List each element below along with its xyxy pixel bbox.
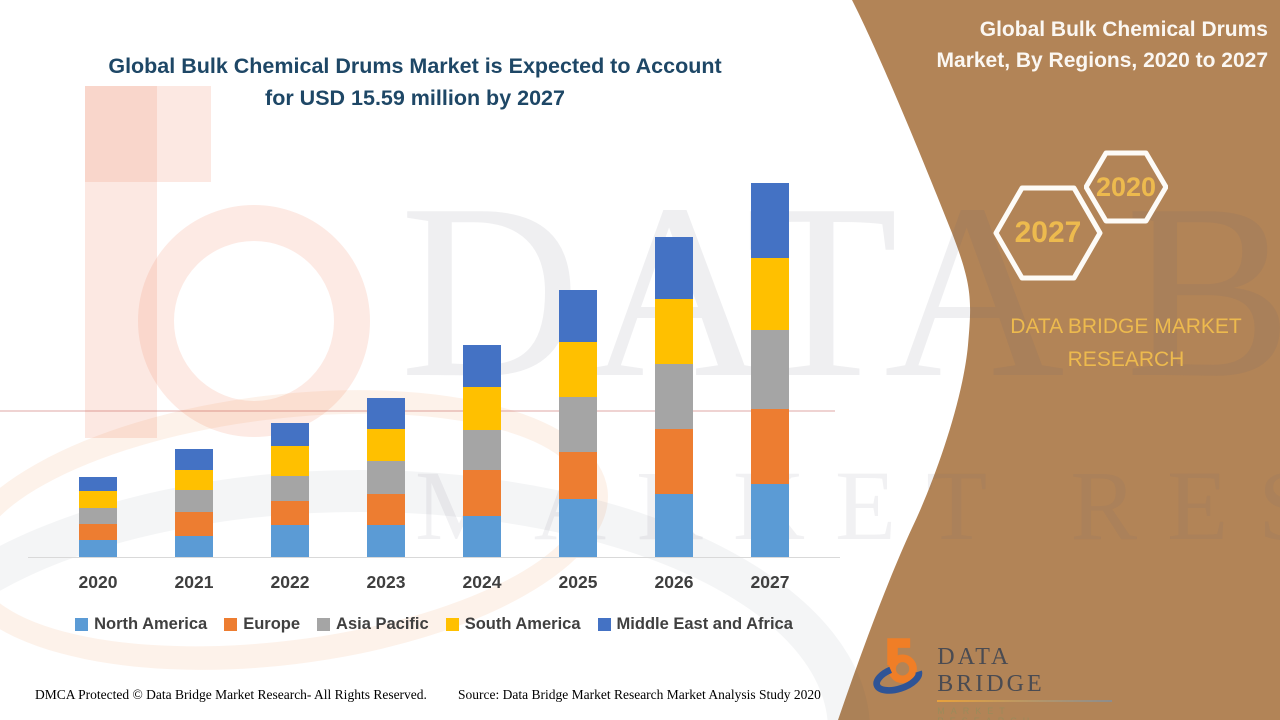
legend-item-north-america: North America (75, 615, 207, 634)
bars-row (28, 168, 840, 557)
bar-segment-2021-europe (175, 511, 213, 536)
bar-segment-2024-asia-pacific (463, 430, 501, 471)
bar-segment-2026-asia-pacific (655, 363, 693, 429)
bar-segment-2020-europe (79, 524, 117, 541)
bar-segment-2023-europe (367, 493, 405, 526)
bar-segment-2022-middle-east-and-africa (271, 422, 309, 447)
x-axis-label-2023: 2023 (366, 572, 406, 592)
x-axis-label-2026: 2026 (654, 572, 694, 592)
bar-segment-2024-middle-east-and-africa (463, 345, 501, 387)
bar-segment-2021-south-america (175, 469, 213, 491)
legend-item-middle-east-and-africa: Middle East and Africa (597, 615, 793, 634)
legend-item-europe: Europe (224, 615, 300, 634)
bar-stack-2022 (271, 422, 309, 557)
chart-title: Global Bulk Chemical Drums Market is Exp… (35, 50, 795, 114)
bar-group-2025 (530, 290, 626, 557)
legend-swatch-icon (224, 618, 238, 631)
bar-stack-2026 (655, 236, 693, 557)
bar-segment-2023-middle-east-and-africa (367, 397, 405, 430)
legend-label: Asia Pacific (336, 615, 429, 633)
chart-title-line2: for USD 15.59 million by 2027 (265, 86, 565, 110)
bar-segment-2020-south-america (79, 490, 117, 509)
bar-stack-2023 (367, 397, 405, 557)
bar-segment-2022-asia-pacific (271, 476, 309, 502)
bar-segment-2022-europe (271, 501, 309, 526)
bar-segment-2022-north-america (271, 525, 309, 557)
x-axis-label-2027: 2027 (750, 572, 790, 592)
bar-segment-2025-north-america (559, 498, 597, 557)
bar-segment-2020-middle-east-and-africa (79, 476, 117, 491)
bar-segment-2025-south-america (559, 341, 597, 397)
bar-segment-2021-north-america (175, 535, 213, 557)
chart-plot-area (28, 168, 840, 558)
x-axis-label-2022: 2022 (270, 572, 310, 592)
bar-segment-2025-europe (559, 451, 597, 499)
bar-segment-2026-middle-east-and-africa (655, 236, 693, 299)
bar-segment-2020-north-america (79, 540, 117, 557)
legend-label: Middle East and Africa (616, 615, 793, 633)
bar-group-2026 (626, 236, 722, 557)
legend-item-asia-pacific: Asia Pacific (317, 615, 429, 634)
x-axis-labels: 2020 2021 2022 2023 2024 2025 2026 2027 (28, 572, 840, 593)
bar-segment-2022-south-america (271, 446, 309, 477)
bar-group-2020 (50, 476, 146, 557)
legend-item-south-america: South America (445, 615, 581, 634)
bar-segment-2020-asia-pacific (79, 508, 117, 525)
bar-group-2022 (242, 422, 338, 557)
bar-stack-2024 (463, 345, 501, 557)
bar-group-2021 (146, 449, 242, 557)
bar-segment-2021-middle-east-and-africa (175, 449, 213, 470)
bar-segment-2027-south-america (751, 258, 789, 331)
x-axis-label-2020: 2020 (78, 572, 118, 592)
legend-swatch-icon (317, 618, 331, 631)
bar-segment-2024-south-america (463, 386, 501, 431)
bar-stack-2020 (79, 476, 117, 557)
bar-group-2027 (722, 182, 818, 557)
side-panel-polygon (838, 0, 1280, 720)
footer-source-text: Source: Data Bridge Market Research Mark… (458, 687, 821, 702)
legend-label: North America (94, 615, 208, 633)
x-axis-label-2025: 2025 (558, 572, 598, 592)
legend-label: Europe (243, 615, 301, 633)
bar-segment-2026-north-america (655, 493, 693, 557)
bar-segment-2024-europe (463, 470, 501, 516)
bar-segment-2023-asia-pacific (367, 461, 405, 494)
bar-segment-2026-europe (655, 428, 693, 494)
bar-segment-2024-north-america (463, 515, 501, 557)
chart-legend: North America Europe Asia Pacific South Ame… (28, 615, 840, 634)
legend-swatch-icon (445, 618, 459, 631)
bar-segment-2027-asia-pacific (751, 330, 789, 410)
bar-group-2024 (434, 345, 530, 557)
bar-segment-2025-middle-east-and-africa (559, 290, 597, 342)
legend-swatch-icon (75, 618, 89, 631)
bar-stack-2021 (175, 449, 213, 557)
bar-segment-2027-north-america (751, 483, 789, 557)
bar-group-2023 (338, 397, 434, 557)
x-axis-label-2024: 2024 (462, 572, 502, 592)
bar-segment-2027-middle-east-and-africa (751, 182, 789, 259)
bar-segment-2023-north-america (367, 525, 405, 557)
footer-dmca-text: DMCA Protected © Data Bridge Market Rese… (35, 687, 427, 702)
x-axis-label-2021: 2021 (174, 572, 214, 592)
bar-segment-2023-south-america (367, 429, 405, 462)
bar-segment-2021-asia-pacific (175, 490, 213, 512)
chart-title-line1: Global Bulk Chemical Drums Market is Exp… (108, 54, 722, 78)
legend-swatch-icon (597, 618, 611, 631)
legend-label: South America (464, 615, 581, 633)
bar-segment-2026-south-america (655, 298, 693, 364)
bar-segment-2027-europe (751, 409, 789, 484)
bar-segment-2025-asia-pacific (559, 396, 597, 452)
bar-stack-2025 (559, 290, 597, 557)
bar-stack-2027 (751, 182, 789, 557)
